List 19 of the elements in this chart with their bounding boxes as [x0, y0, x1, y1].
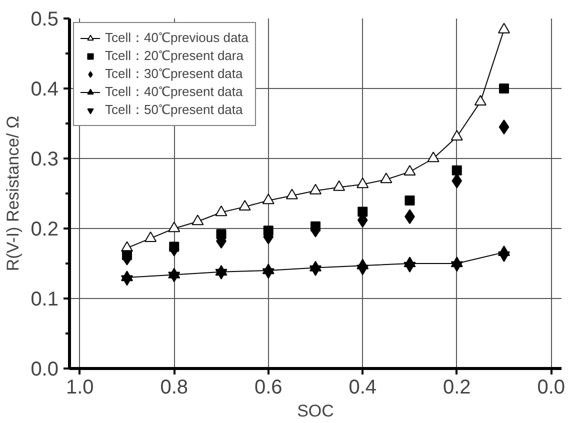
- legend-label: Tcell：20℃present dara: [105, 47, 244, 65]
- x-tick-label: 0.6: [254, 376, 282, 398]
- y-tick-label: 0.4: [30, 78, 59, 100]
- y-tick-label: 0.1: [30, 288, 59, 310]
- legend-label: Tcell：40℃previous data: [105, 29, 249, 47]
- legend-label: Tcell：50℃present data: [105, 101, 243, 119]
- y-tick-label: 0.3: [30, 148, 59, 170]
- x-tick-label: 1.0: [66, 376, 94, 398]
- x-tick-label: 0.8: [160, 376, 188, 398]
- x-tick-label: 0.4: [348, 376, 377, 398]
- legend-label: Tcell：40℃present data: [105, 83, 243, 101]
- y-tick-label: 0.2: [30, 218, 59, 240]
- x-tick-label: 0.2: [442, 376, 471, 398]
- y-axis-title: R(V-I) Resistance/ Ω: [4, 116, 23, 272]
- x-tick-label: 0.0: [537, 376, 566, 398]
- x-axis-title: SOC: [297, 402, 334, 420]
- y-tick-label: 0.5: [30, 8, 59, 30]
- legend-label: Tcell：30℃present data: [105, 65, 243, 83]
- y-tick-label: 0.0: [30, 358, 59, 380]
